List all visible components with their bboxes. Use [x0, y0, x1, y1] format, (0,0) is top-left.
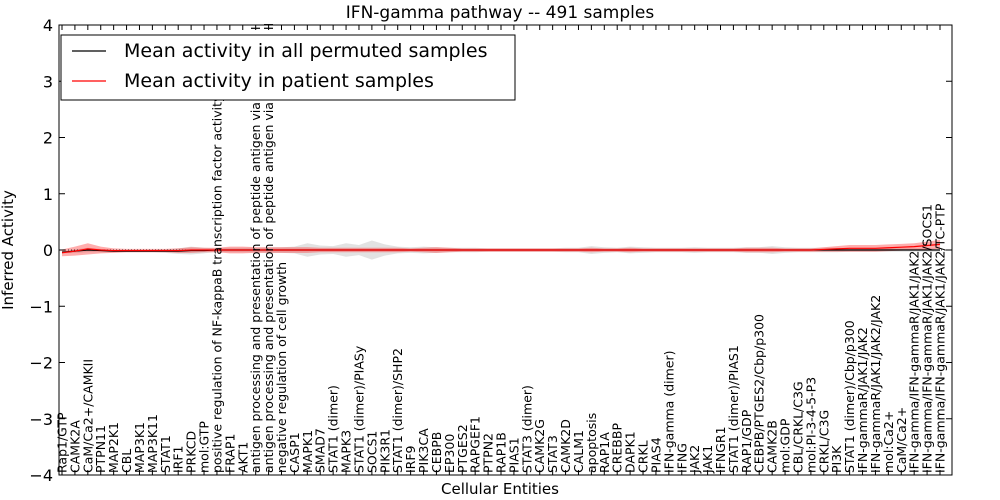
- y-tick-label: 0: [43, 241, 53, 260]
- x-tick-label: CBL: [119, 449, 134, 473]
- y-tick-label: 2: [43, 129, 53, 148]
- chart-title: IFN-gamma pathway -- 491 samples: [346, 3, 655, 23]
- legend-label-patient: Mean activity in patient samples: [124, 70, 434, 92]
- x-tick-label: CREBBP: [610, 423, 625, 473]
- y-tick-label: −4: [29, 466, 53, 485]
- x-tick-label: JAK2: [687, 445, 702, 474]
- x-tick-label: CAMK2G: [532, 419, 547, 473]
- patient-band: [62, 239, 940, 257]
- x-tick-label: CALM1: [571, 430, 586, 473]
- legend: Mean activity in all permuted samples Me…: [60, 34, 516, 101]
- x-tick-label: apoptosis: [584, 413, 599, 473]
- x-tick-label: MAP3K11: [145, 414, 160, 473]
- x-tick-label: IFN-gammaR/JAK1/JAK2/JAK2: [868, 295, 883, 473]
- y-tick-label: −3: [29, 410, 53, 429]
- x-tick-label: CAMK2D: [558, 419, 573, 473]
- x-tick-label: IFN-gamma/IFN-gammaR/JAK1/JAK2/SOCS1: [920, 204, 935, 473]
- x-tick-label: mol:GDP: [778, 418, 793, 473]
- x-tick-label: CRKL/C3G: [816, 410, 831, 473]
- y-axis-label: Inferred Activity: [0, 190, 17, 310]
- x-tick-label: PIK3CA: [416, 428, 431, 473]
- x-tick-label: STAT1: [158, 435, 173, 473]
- x-tick-label: CAMK2B: [765, 420, 780, 473]
- y-axis: −4 −3 −2 −1 0 1 2 3 4: [29, 16, 952, 485]
- series-lines: [59, 243, 952, 254]
- x-tick-label: PI3K: [829, 445, 844, 473]
- x-tick-label: CRKL: [636, 440, 651, 473]
- x-tick-label: antigen processing and presentation of p…: [261, 23, 276, 473]
- x-tick-label: EP300: [442, 434, 457, 473]
- x-axis-label: Cellular Entities: [441, 480, 559, 498]
- x-tick-label: CaM/Ca2+/CAMKII: [80, 359, 95, 473]
- x-tick-label: CEBPB/PTGES2/Cbp/p300: [752, 314, 767, 473]
- x-tick-label: antigen processing and presentation of p…: [248, 26, 263, 473]
- x-tick-label: PIAS4: [648, 437, 663, 473]
- x-tick-label: CAMK2A: [67, 420, 82, 473]
- x-tick-label: CASP1: [287, 432, 302, 473]
- x-tick-label: IRF1: [171, 445, 186, 473]
- patient-mean-line: [61, 243, 941, 254]
- x-tick-label: CaM/Ca2+: [894, 407, 909, 473]
- x-tick-label: JAK1: [700, 445, 715, 474]
- x-tick-label: STAT1 (dimer)/SHP2: [390, 348, 405, 473]
- x-tick-label: RAP1/GDP: [739, 409, 754, 473]
- x-tick-label: IFN-gamma/IFN-gammaR/JAK1/JAK2/TC-PTP: [933, 203, 948, 473]
- x-tick-label: IFN-gamma (dimer): [661, 351, 676, 474]
- x-tick-label: STAT3 (dimer): [519, 385, 534, 473]
- y-tick-label: −1: [29, 297, 53, 316]
- x-tick-label: MAP3K1: [132, 422, 147, 473]
- y-tick-label: 4: [43, 16, 53, 35]
- x-tick-label: PTGES2: [455, 424, 470, 473]
- x-tick-label: SMAD7: [313, 428, 328, 473]
- x-tick-label: STAT1 (dimer): [326, 385, 341, 473]
- x-tick-label: IFN-gammaR/JAK1/JAK2: [855, 327, 870, 473]
- x-tick-label: PRKCD: [184, 431, 199, 473]
- x-tick-label: IFNG: [674, 443, 689, 473]
- x-tick-label: SOCS1: [364, 431, 379, 473]
- legend-box: [60, 34, 516, 101]
- x-tick-label: RAPGEF1: [468, 416, 483, 473]
- x-tick-label: RAP1A: [597, 432, 612, 473]
- legend-label-permuted: Mean activity in all permuted samples: [124, 40, 487, 62]
- x-tick-label: STAT1 (dimer)/Cbp/p300: [842, 320, 857, 473]
- x-tick-label: IFN-gamma/IFN-gammaR/JAK1/JAK2: [907, 251, 922, 473]
- x-tick-label: MAPK1: [300, 430, 315, 473]
- x-tick-label: MAP2K1: [106, 422, 121, 473]
- x-tick-label: STAT1 (dimer)/PIAS1: [726, 345, 741, 473]
- y-tick-label: 1: [43, 185, 53, 204]
- y-tick-label: −2: [29, 354, 53, 373]
- x-tick-label: DAPK1: [623, 431, 638, 473]
- x-tick-label: STAT1 (dimer)/PIASy: [351, 345, 366, 473]
- x-tick-label: mol:Ca2+: [881, 411, 896, 473]
- x-tick-label: negative regulation of cell growth: [274, 262, 289, 473]
- x-tick-label: PIAS1: [506, 437, 521, 473]
- x-tick-label: IFNGR1: [713, 426, 728, 473]
- x-tick-label: PTPN2: [481, 433, 496, 473]
- x-tick-label: PIK3R1: [377, 429, 392, 473]
- x-tick-label: CEBPB: [429, 432, 444, 473]
- x-tick-label: MAPK3: [339, 430, 354, 473]
- x-tick-label: Rap1/GTP: [55, 412, 70, 473]
- x-tick-label: positive regulation of NF-kappaB transcr…: [209, 94, 224, 473]
- x-tick-label: mol:PI-3-4-5-P3: [803, 377, 818, 473]
- x-tick-label: STAT3: [545, 435, 560, 473]
- x-tick-label: IRF9: [403, 445, 418, 473]
- x-tick-label: RAP1B: [494, 432, 509, 473]
- y-tick-label: 3: [43, 72, 53, 91]
- x-axis: Rap1/GTPCAMK2ACaM/Ca2+/CAMKIIPTPN11MAP2K…: [55, 23, 948, 475]
- x-tick-label: PTPN11: [93, 425, 108, 473]
- x-tick-label: CBL/CRKL/C3G: [790, 381, 805, 473]
- x-tick-label: AKT1: [235, 442, 250, 473]
- x-tick-label: FRAP1: [222, 434, 237, 473]
- x-tick-label: mol:GTP: [197, 421, 212, 473]
